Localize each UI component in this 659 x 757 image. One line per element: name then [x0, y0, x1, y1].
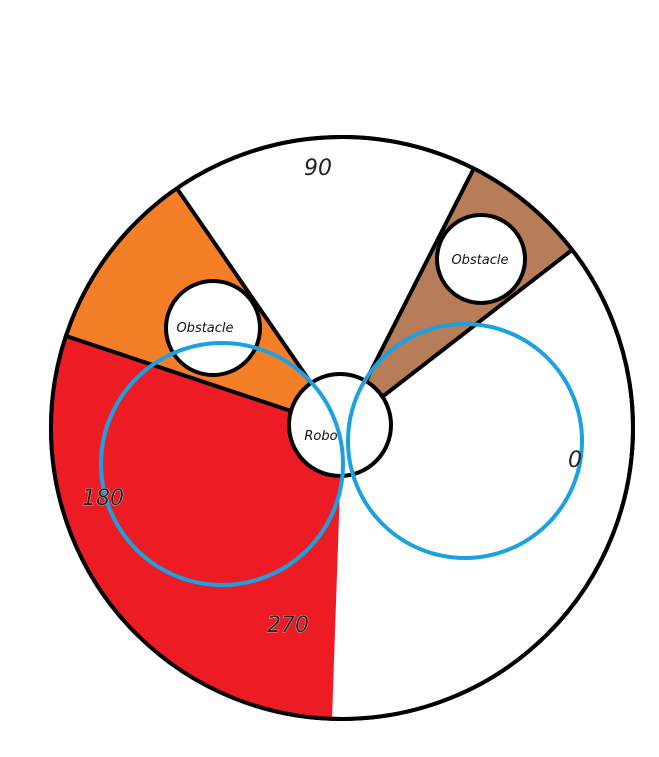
obstacle-left-label: Obstacle — [176, 321, 233, 336]
range-circle-left — [99, 341, 345, 587]
robot: Robo — [287, 372, 393, 478]
robot-label: Robo — [304, 429, 337, 444]
outer-range-border — [49, 135, 635, 721]
angle-label-270: 270 — [267, 613, 309, 638]
angle-label-90: 90 — [304, 156, 332, 181]
angle-label-0: 0 — [568, 448, 582, 473]
sector-red — [51, 336, 342, 719]
range-circle-right — [346, 322, 584, 560]
obstacle-left: Obstacle — [164, 279, 262, 377]
angle-label-180: 180 — [82, 486, 124, 511]
obstacle-right-label: Obstacle — [451, 253, 508, 268]
obstacle-right: Obstacle — [435, 213, 527, 305]
